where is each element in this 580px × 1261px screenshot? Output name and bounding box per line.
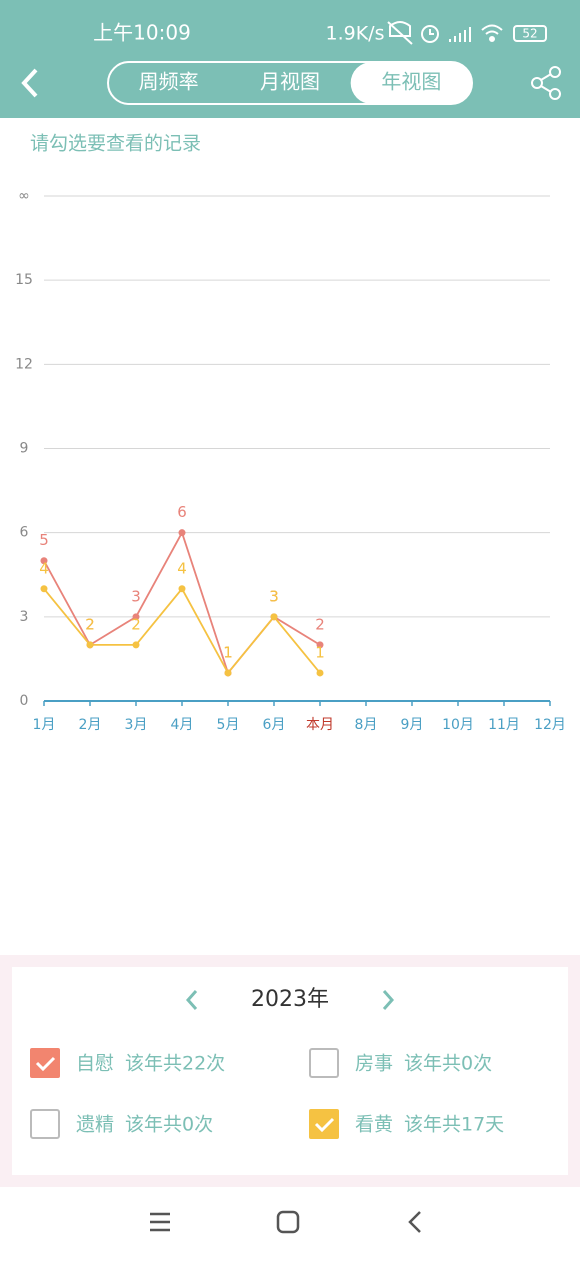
data-label: 3 (269, 587, 279, 605)
point (40, 557, 48, 565)
year: 2023年 (251, 987, 329, 1012)
x-tick-label: 11月 (488, 717, 520, 733)
nav-bar (150, 1210, 421, 1234)
share-button[interactable] (531, 66, 561, 100)
x-tick-label: 6月 (263, 717, 286, 733)
point (178, 585, 186, 593)
x-tick-label: 3月 (125, 717, 148, 733)
data-label: 2 (315, 615, 325, 633)
menu-button[interactable] (150, 1212, 170, 1232)
data-label: 2 (85, 615, 95, 633)
y-tick-label: 6 (20, 525, 29, 541)
tab[interactable]: 周频率 (139, 70, 199, 94)
header-bg (0, 0, 580, 118)
filter-summary: 该年共0次 (404, 1053, 492, 1075)
data-label: 2 (131, 615, 141, 633)
next-year[interactable] (382, 990, 395, 1010)
checkbox[interactable] (309, 1048, 339, 1078)
x-tick-label: 本月 (306, 717, 334, 733)
point (132, 613, 140, 621)
back-button[interactable] (21, 68, 38, 98)
x-tick-label: 8月 (355, 717, 378, 733)
tab[interactable]: 年视图 (381, 70, 441, 94)
y-tick-label: ∞ (18, 188, 30, 204)
y-tick-label: 12 (15, 356, 33, 372)
check-icon (314, 1117, 335, 1133)
x-tick-label: 2月 (79, 717, 102, 733)
checkbox-checked[interactable] (309, 1109, 339, 1139)
net-speed: 1.9K/s (326, 23, 385, 45)
y-tick-label: 3 (20, 609, 29, 625)
point (316, 669, 324, 677)
point (178, 529, 186, 537)
filter-label: 自慰 (76, 1053, 114, 1075)
point (132, 641, 140, 649)
y-tick-label: 0 (20, 693, 29, 709)
checkbox-checked[interactable] (30, 1048, 60, 1078)
home-button[interactable] (276, 1210, 300, 1234)
x-tick-label: 4月 (171, 717, 194, 733)
back-nav-button[interactable] (408, 1211, 421, 1233)
checkbox[interactable] (30, 1109, 60, 1139)
data-label: 4 (177, 559, 187, 577)
panel-card (12, 967, 568, 1175)
x-tick-label: 12月 (534, 717, 566, 733)
filter-label: 房事 (355, 1053, 393, 1075)
point (224, 669, 232, 677)
data-label: 6 (177, 503, 187, 521)
battery: 52 (522, 27, 537, 41)
filter-summary: 该年共17天 (404, 1114, 504, 1136)
data-label: 1 (223, 643, 233, 661)
point (270, 613, 278, 621)
status-icons (387, 21, 547, 45)
y-tick-label: 9 (20, 441, 29, 457)
point (40, 585, 48, 593)
y-tick-label: 15 (15, 272, 33, 288)
point (316, 641, 324, 649)
x-tick-label: 9月 (401, 717, 424, 733)
time: 上午10:09 (93, 21, 191, 45)
check-icon (35, 1056, 56, 1072)
data-label: 3 (269, 587, 279, 605)
data-label: 1 (223, 643, 233, 661)
filter-label: 看黄 (355, 1114, 393, 1136)
data-label: 5 (39, 531, 49, 549)
tab-selected (350, 62, 472, 104)
data-label: 1 (315, 643, 325, 661)
point (86, 641, 94, 649)
filter-label: 遗精 (76, 1114, 114, 1136)
x-tick-label: 5月 (217, 717, 240, 733)
tab[interactable]: 月视图 (260, 70, 320, 94)
x-tick-label: 1月 (33, 717, 56, 733)
filter-summary: 该年共0次 (125, 1114, 213, 1136)
data-label: 2 (85, 615, 95, 633)
x-tick-label: 10月 (442, 717, 474, 733)
data-label: 3 (131, 587, 141, 605)
filter-summary: 该年共22次 (125, 1053, 225, 1075)
data-label: 4 (39, 559, 49, 577)
hint: 请勾选要查看的记录 (30, 133, 201, 155)
prev-year[interactable] (185, 990, 198, 1010)
